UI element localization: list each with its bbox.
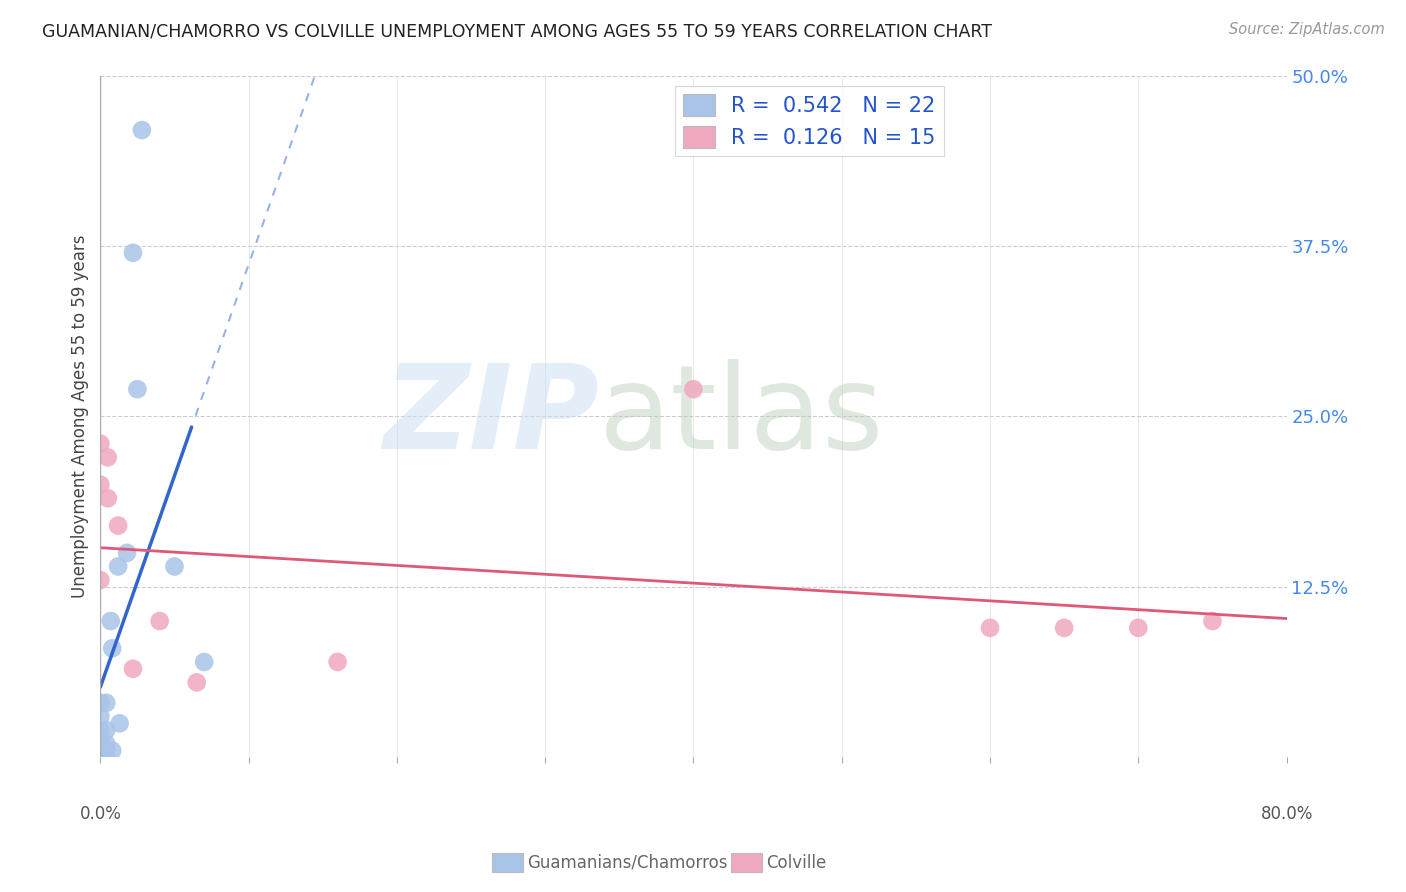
Point [186,675,208,690]
Point [1053,621,1076,635]
Point [101,641,124,656]
Point [89,436,111,450]
Legend: R =  0.542   N = 22, R =  0.126   N = 15: R = 0.542 N = 22, R = 0.126 N = 15 [675,86,943,156]
Point [682,382,704,396]
Point [89,743,111,757]
Point [97,450,120,465]
Point [89,730,111,744]
Point [107,518,129,533]
Point [96,743,118,757]
Point [89,723,111,738]
Text: 80.0%: 80.0% [1260,805,1313,823]
Point [89,709,111,723]
Point [122,662,145,676]
Text: GUAMANIAN/CHAMORRO VS COLVILLE UNEMPLOYMENT AMONG AGES 55 TO 59 YEARS CORRELATIO: GUAMANIAN/CHAMORRO VS COLVILLE UNEMPLOYM… [42,22,993,40]
Text: Source: ZipAtlas.com: Source: ZipAtlas.com [1229,22,1385,37]
Point [149,614,172,628]
Text: Guamanians/Chamorros: Guamanians/Chamorros [527,854,728,871]
Text: atlas: atlas [599,359,884,474]
Point [127,382,149,396]
Point [96,696,118,710]
Text: 0.0%: 0.0% [79,805,121,823]
Y-axis label: Unemployment Among Ages 55 to 59 years: Unemployment Among Ages 55 to 59 years [72,235,89,599]
Point [96,723,118,738]
Point [115,546,138,560]
Text: Colville: Colville [766,854,827,871]
Point [89,573,111,587]
Point [100,614,122,628]
Point [979,621,1001,635]
Point [107,559,129,574]
Point [89,477,111,491]
Point [1201,614,1223,628]
Point [163,559,186,574]
Text: ZIP: ZIP [382,359,599,474]
Point [108,716,131,731]
Point [97,491,120,506]
Point [193,655,215,669]
Point [96,750,118,764]
Point [96,737,118,751]
Point [101,743,124,757]
Point [131,123,153,137]
Point [89,696,111,710]
Point [89,737,111,751]
Point [326,655,349,669]
Point [1128,621,1150,635]
Point [122,245,145,260]
